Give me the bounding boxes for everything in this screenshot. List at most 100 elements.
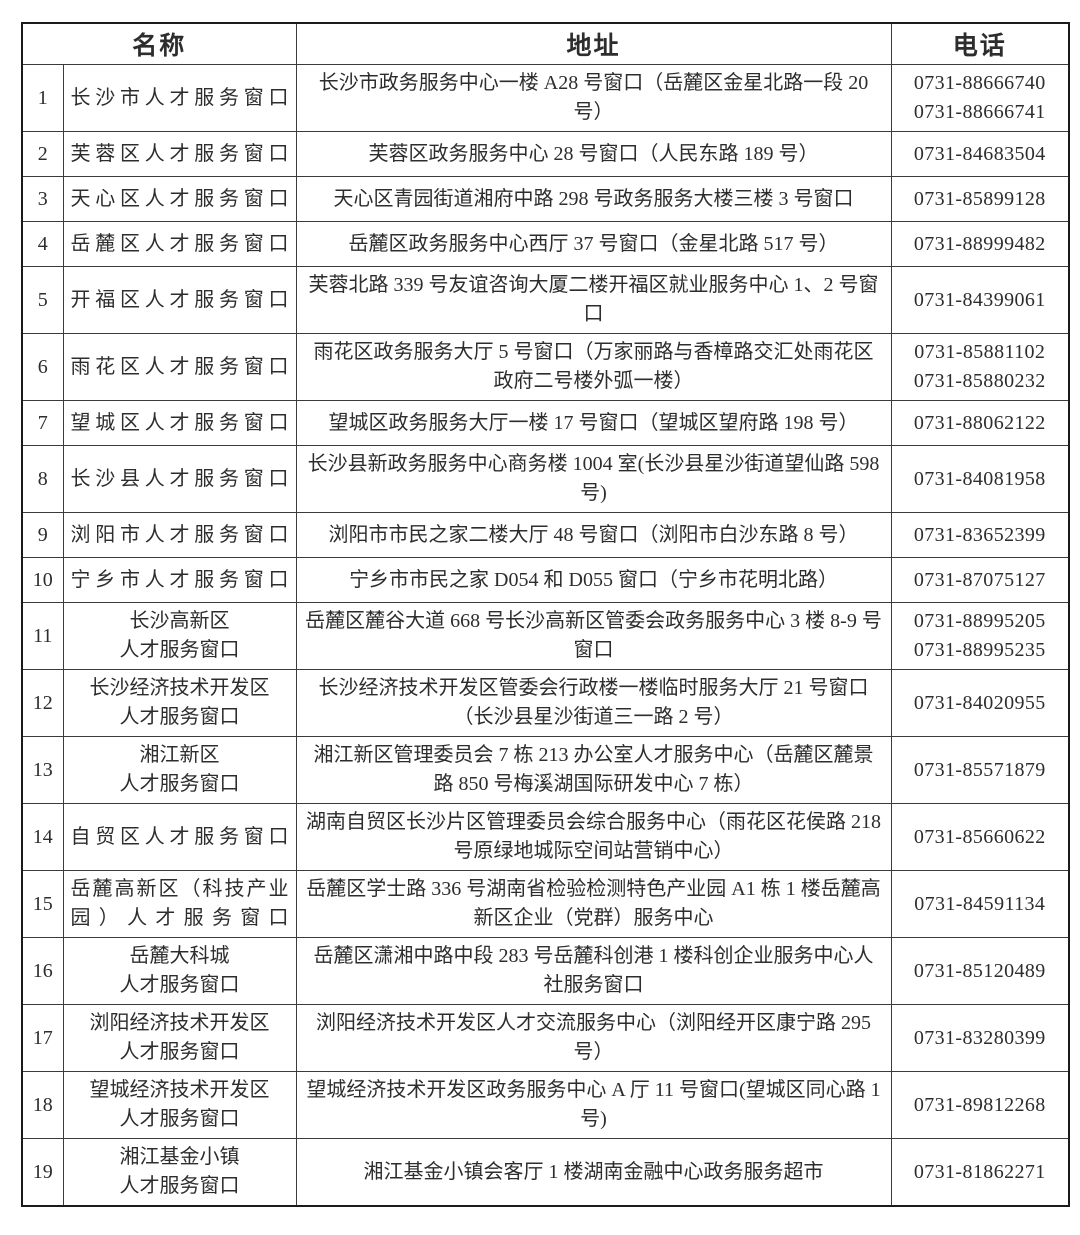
- name-cell: 长沙市人才服务窗口: [62, 64, 297, 132]
- table-row: 2 芙蓉区人才服务窗口 芙蓉区政务服务中心 28 号窗口（人民东路 189 号） 07…: [21, 131, 1070, 177]
- name-cell: 长沙高新区 人才服务窗口: [62, 602, 297, 670]
- address-cell: 岳麓区麓谷大道 668 号长沙高新区管委会政务服务中心 3 楼 8-9 号窗口: [295, 602, 892, 670]
- address-cell: 长沙市政务服务中心一楼 A28 号窗口（岳麓区金星北路一段 20 号）: [295, 64, 892, 132]
- table-row: 19 湘江基金小镇 人才服务窗口 湘江基金小镇会客厅 1 楼湖南金融中心政务服务超市…: [21, 1138, 1070, 1207]
- table-row: 8 长沙县人才服务窗口 长沙县新政务服务中心商务楼 1004 室(长沙县星沙街道望仙…: [21, 445, 1070, 513]
- header-phone: 电话: [890, 22, 1070, 65]
- address-cell: 浏阳经济技术开发区人才交流服务中心（浏阳经开区康宁路 295 号）: [295, 1004, 892, 1072]
- address-cell: 湘江基金小镇会客厅 1 楼湖南金融中心政务服务超市: [295, 1138, 892, 1207]
- table-body: 1 长沙市人才服务窗口 长沙市政务服务中心一楼 A28 号窗口（岳麓区金星北路一段 …: [21, 64, 1070, 1207]
- row-number-cell: 5: [21, 266, 64, 334]
- phone-cell: 0731-83280399: [890, 1004, 1070, 1072]
- row-number-cell: 9: [21, 512, 64, 558]
- table-row: 1 长沙市人才服务窗口 长沙市政务服务中心一楼 A28 号窗口（岳麓区金星北路一段 …: [21, 64, 1070, 132]
- phone-cell: 0731-88999482: [890, 221, 1070, 267]
- phone-cell: 0731-84081958: [890, 445, 1070, 513]
- address-cell: 雨花区政务服务大厅 5 号窗口（万家丽路与香樟路交汇处雨花区政府二号楼外弧一楼）: [295, 333, 892, 401]
- table-row: 11 长沙高新区 人才服务窗口 岳麓区麓谷大道 668 号长沙高新区管委会政务服务中…: [21, 602, 1070, 670]
- phone-cell: 0731-84399061: [890, 266, 1070, 334]
- name-cell: 浏阳经济技术开发区 人才服务窗口: [62, 1004, 297, 1072]
- address-cell: 芙蓉北路 339 号友谊咨询大厦二楼开福区就业服务中心 1、2 号窗口: [295, 266, 892, 334]
- row-number-cell: 18: [21, 1071, 64, 1139]
- address-cell: 浏阳市市民之家二楼大厅 48 号窗口（浏阳市白沙东路 8 号）: [295, 512, 892, 558]
- row-number-cell: 16: [21, 937, 64, 1005]
- row-number-cell: 13: [21, 736, 64, 804]
- phone-cell: 0731-81862271: [890, 1138, 1070, 1207]
- address-cell: 长沙经济技术开发区管委会行政楼一楼临时服务大厅 21 号窗口（长沙县星沙街道三一…: [295, 669, 892, 737]
- table-row: 9 浏阳市人才服务窗口 浏阳市市民之家二楼大厅 48 号窗口（浏阳市白沙东路 8 号…: [21, 512, 1070, 558]
- name-cell: 天心区人才服务窗口: [62, 176, 297, 222]
- address-cell: 望城区政务服务大厅一楼 17 号窗口（望城区望府路 198 号）: [295, 400, 892, 446]
- table-row: 7 望城区人才服务窗口 望城区政务服务大厅一楼 17 号窗口（望城区望府路 198 …: [21, 400, 1070, 446]
- header-name: 名称: [21, 22, 297, 65]
- phone-cell: 0731-85120489: [890, 937, 1070, 1005]
- table-row: 4 岳麓区人才服务窗口 岳麓区政务服务中心西厅 37 号窗口（金星北路 517 号）…: [21, 221, 1070, 267]
- phone-cell: 0731-85660622: [890, 803, 1070, 871]
- name-cell: 湘江新区 人才服务窗口: [62, 736, 297, 804]
- address-cell: 湖南自贸区长沙片区管理委员会综合服务中心（雨花区花侯路 218 号原绿地城际空间…: [295, 803, 892, 871]
- phone-cell: 0731-89812268: [890, 1071, 1070, 1139]
- phone-cell: 0731-85571879: [890, 736, 1070, 804]
- row-number-cell: 11: [21, 602, 64, 670]
- phone-cell: 0731-85899128: [890, 176, 1070, 222]
- name-cell: 开福区人才服务窗口: [62, 266, 297, 334]
- row-number-cell: 10: [21, 557, 64, 603]
- row-number-cell: 3: [21, 176, 64, 222]
- address-cell: 芙蓉区政务服务中心 28 号窗口（人民东路 189 号）: [295, 131, 892, 177]
- name-cell: 岳麓大科城 人才服务窗口: [62, 937, 297, 1005]
- name-cell: 芙蓉区人才服务窗口: [62, 131, 297, 177]
- phone-cell: 0731-84591134: [890, 870, 1070, 938]
- name-cell: 望城区人才服务窗口: [62, 400, 297, 446]
- table-row: 10 宁乡市人才服务窗口 宁乡市市民之家 D054 和 D055 窗口（宁乡市花明北…: [21, 557, 1070, 603]
- address-cell: 湘江新区管理委员会 7 栋 213 办公室人才服务中心（岳麓区麓景路 850 号…: [295, 736, 892, 804]
- table-row: 17 浏阳经济技术开发区 人才服务窗口 浏阳经济技术开发区人才交流服务中心（浏阳经开…: [21, 1004, 1070, 1072]
- name-cell: 雨花区人才服务窗口: [62, 333, 297, 401]
- name-cell: 长沙经济技术开发区 人才服务窗口: [62, 669, 297, 737]
- address-cell: 宁乡市市民之家 D054 和 D055 窗口（宁乡市花明北路）: [295, 557, 892, 603]
- row-number-cell: 17: [21, 1004, 64, 1072]
- phone-cell: 0731-88062122: [890, 400, 1070, 446]
- name-cell: 岳麓区人才服务窗口: [62, 221, 297, 267]
- address-cell: 天心区青园街道湘府中路 298 号政务服务大楼三楼 3 号窗口: [295, 176, 892, 222]
- address-cell: 长沙县新政务服务中心商务楼 1004 室(长沙县星沙街道望仙路 598 号): [295, 445, 892, 513]
- phone-cell: 0731-88995205 0731-88995235: [890, 602, 1070, 670]
- name-cell: 岳麓高新区（科技产业园）人才服务窗口: [62, 870, 297, 938]
- row-number-cell: 8: [21, 445, 64, 513]
- row-number-cell: 2: [21, 131, 64, 177]
- name-cell: 望城经济技术开发区 人才服务窗口: [62, 1071, 297, 1139]
- service-windows-table: 名称 地址 电话 1 长沙市人才服务窗口 长沙市政务服务中心一楼 A28 号窗口（岳…: [21, 22, 1071, 1207]
- phone-cell: 0731-83652399: [890, 512, 1070, 558]
- table-row: 3 天心区人才服务窗口 天心区青园街道湘府中路 298 号政务服务大楼三楼 3 号窗…: [21, 176, 1070, 222]
- phone-cell: 0731-87075127: [890, 557, 1070, 603]
- address-cell: 岳麓区政务服务中心西厅 37 号窗口（金星北路 517 号）: [295, 221, 892, 267]
- row-number-cell: 15: [21, 870, 64, 938]
- row-number-cell: 6: [21, 333, 64, 401]
- table-row: 5 开福区人才服务窗口 芙蓉北路 339 号友谊咨询大厦二楼开福区就业服务中心 1、…: [21, 266, 1070, 334]
- address-cell: 望城经济技术开发区政务服务中心 A 厅 11 号窗口(望城区同心路 1 号): [295, 1071, 892, 1139]
- row-number-cell: 14: [21, 803, 64, 871]
- name-cell: 浏阳市人才服务窗口: [62, 512, 297, 558]
- table-row: 16 岳麓大科城 人才服务窗口 岳麓区潇湘中路中段 283 号岳麓科创港 1 楼科创…: [21, 937, 1070, 1005]
- row-number-cell: 7: [21, 400, 64, 446]
- table-row: 6 雨花区人才服务窗口 雨花区政务服务大厅 5 号窗口（万家丽路与香樟路交汇处雨花区…: [21, 333, 1070, 401]
- name-cell: 自贸区人才服务窗口: [62, 803, 297, 871]
- header-address: 地址: [295, 22, 892, 65]
- table-row: 15 岳麓高新区（科技产业园）人才服务窗口 岳麓区学士路 336 号湖南省检验检测特…: [21, 870, 1070, 938]
- name-cell: 长沙县人才服务窗口: [62, 445, 297, 513]
- header-row: 名称 地址 电话: [21, 22, 1070, 65]
- row-number-cell: 19: [21, 1138, 64, 1207]
- phone-cell: 0731-88666740 0731-88666741: [890, 64, 1070, 132]
- name-cell: 宁乡市人才服务窗口: [62, 557, 297, 603]
- table-row: 18 望城经济技术开发区 人才服务窗口 望城经济技术开发区政务服务中心 A 厅 11…: [21, 1071, 1070, 1139]
- table-row: 12 长沙经济技术开发区 人才服务窗口 长沙经济技术开发区管委会行政楼一楼临时服务大…: [21, 669, 1070, 737]
- phone-cell: 0731-84020955: [890, 669, 1070, 737]
- phone-cell: 0731-84683504: [890, 131, 1070, 177]
- address-cell: 岳麓区潇湘中路中段 283 号岳麓科创港 1 楼科创企业服务中心人社服务窗口: [295, 937, 892, 1005]
- table-row: 13 湘江新区 人才服务窗口 湘江新区管理委员会 7 栋 213 办公室人才服务中心…: [21, 736, 1070, 804]
- name-cell: 湘江基金小镇 人才服务窗口: [62, 1138, 297, 1207]
- table-row: 14 自贸区人才服务窗口 湖南自贸区长沙片区管理委员会综合服务中心（雨花区花侯路 2…: [21, 803, 1070, 871]
- row-number-cell: 4: [21, 221, 64, 267]
- address-cell: 岳麓区学士路 336 号湖南省检验检测特色产业园 A1 栋 1 楼岳麓高新区企业…: [295, 870, 892, 938]
- row-number-cell: 1: [21, 64, 64, 132]
